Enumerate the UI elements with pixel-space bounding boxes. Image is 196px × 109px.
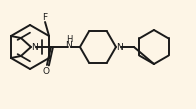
Text: N: N: [66, 42, 72, 50]
Text: H: H: [66, 36, 72, 44]
Text: O: O: [43, 67, 49, 77]
Text: F: F: [43, 13, 48, 21]
Text: N: N: [117, 43, 123, 51]
Text: N: N: [32, 43, 38, 51]
